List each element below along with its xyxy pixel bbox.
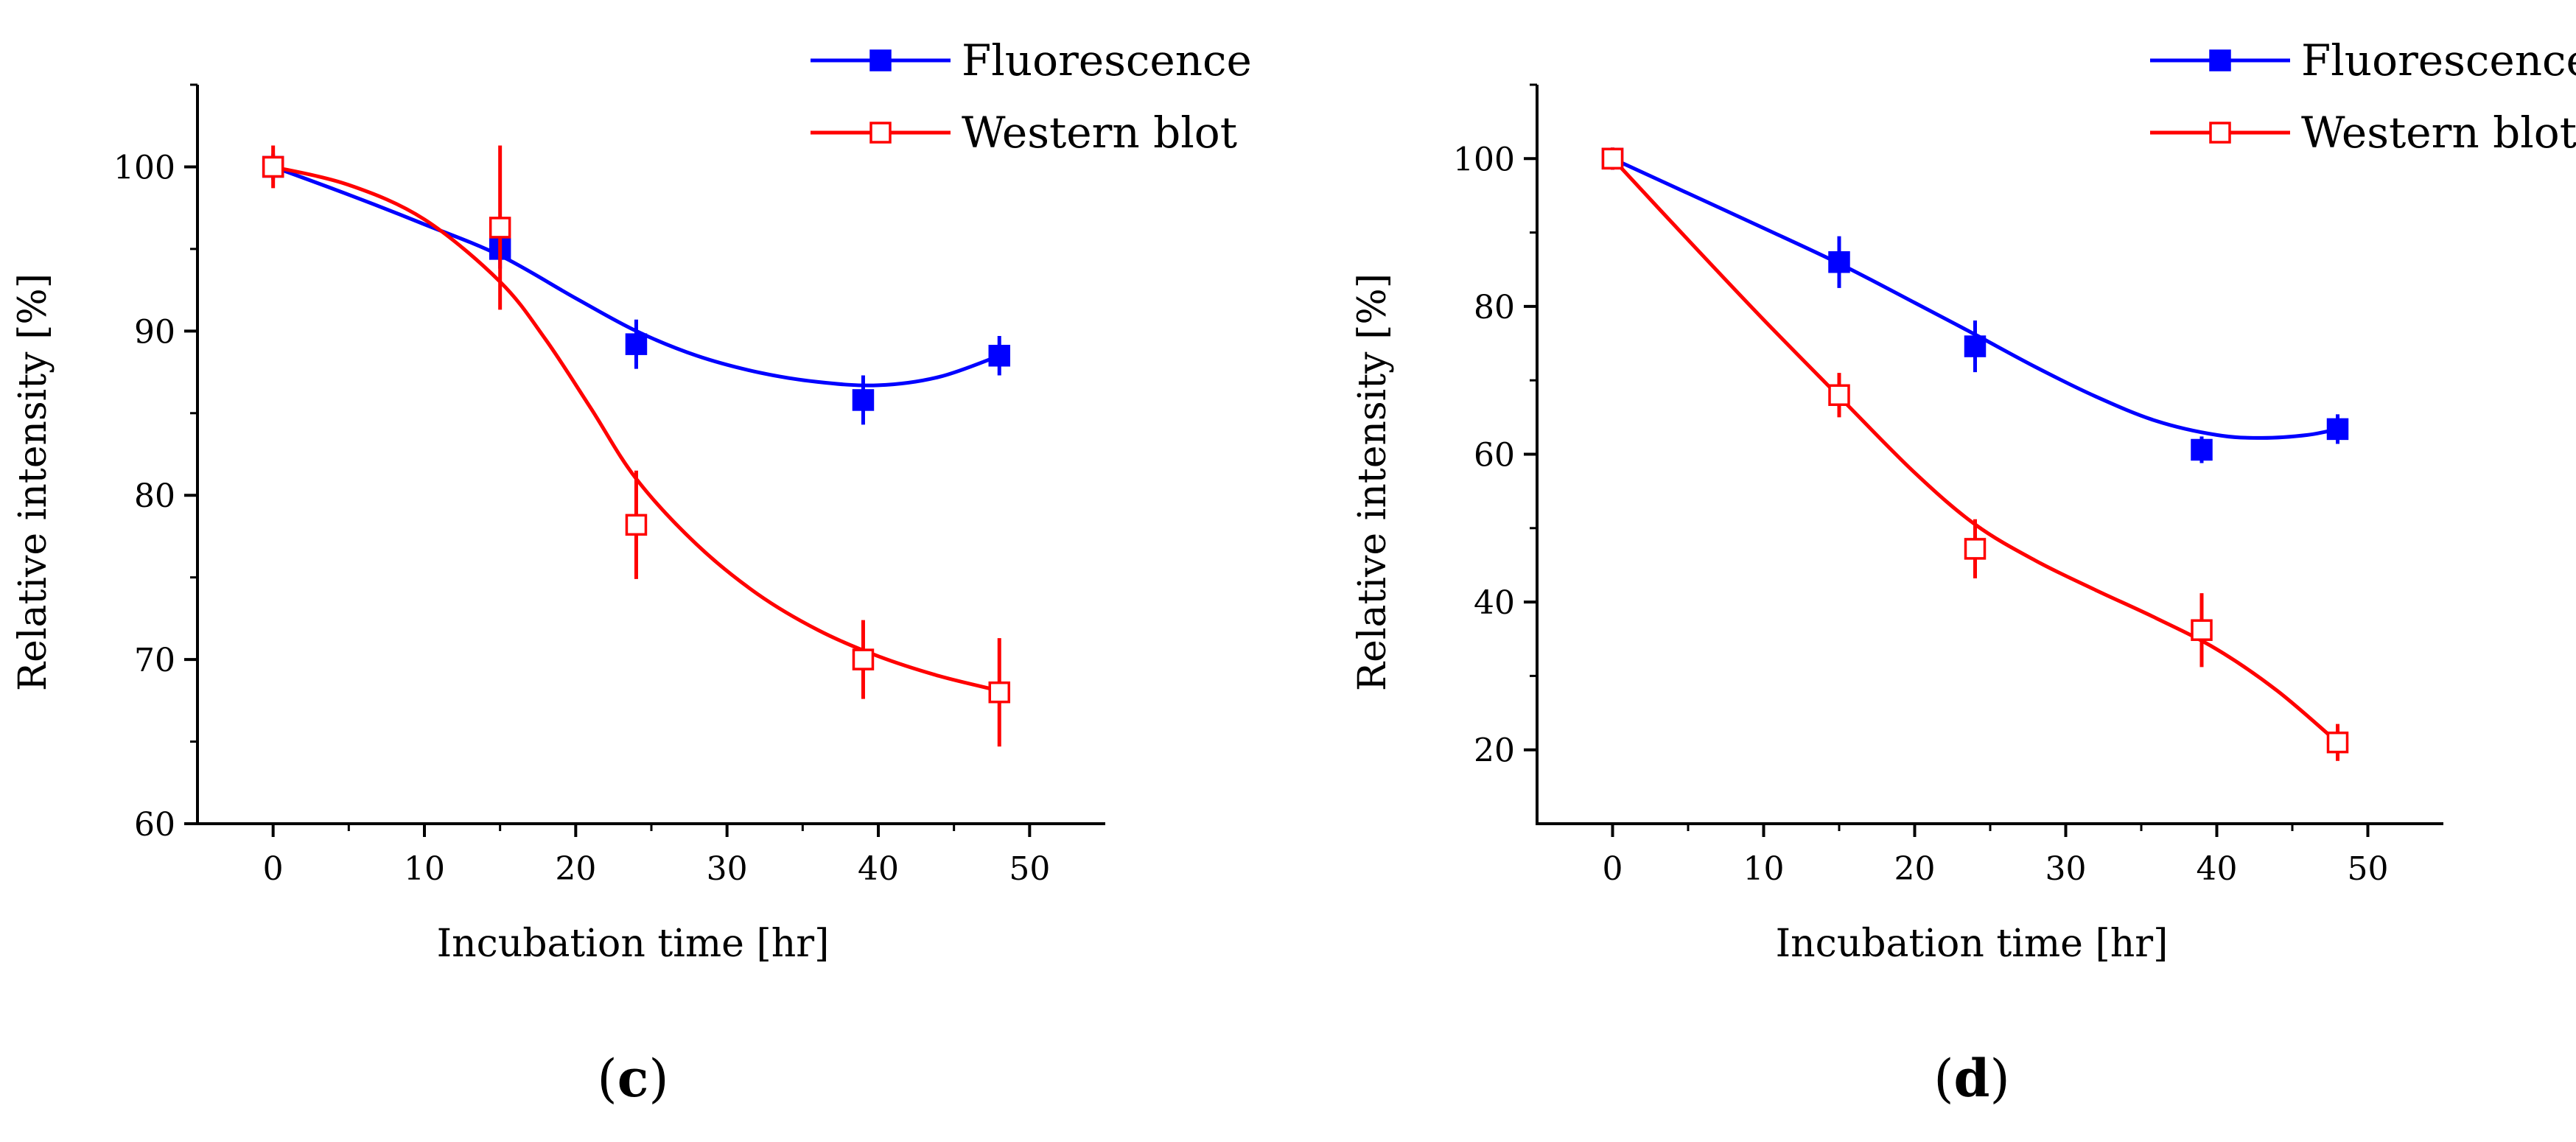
series-fluorescence [1601, 147, 2349, 463]
legend-entry: Western blot [811, 108, 1237, 158]
y-tick-label: 90 [134, 313, 175, 351]
fit-curve [273, 164, 1000, 693]
legend-marker [2209, 122, 2231, 144]
y-tick-label: 60 [134, 806, 175, 844]
chart-panel-d: 0 10 20 30 40 50 20 40 60 80 100 Incubation time [h… [1351, 35, 2576, 1109]
data-point [988, 681, 1011, 704]
fit-curve [1611, 157, 2338, 440]
x-tick-label: 30 [707, 850, 748, 888]
data-point [1964, 538, 1987, 560]
x-tick-label: 10 [404, 850, 445, 888]
data-point [1828, 384, 1850, 407]
legend-marker [869, 122, 892, 144]
legend-label: Western blot [2301, 108, 2576, 158]
data-point [625, 333, 648, 355]
y-tick-label: 80 [1474, 289, 1515, 326]
y-tick-label: 40 [1474, 584, 1515, 622]
data-point [1601, 147, 1624, 170]
y-tick-label: 100 [1453, 141, 1515, 178]
y-tick-label: 60 [1474, 437, 1515, 474]
fit-curve [1611, 157, 2339, 744]
y-tick-label: 70 [134, 642, 175, 679]
x-tick-label: 30 [2045, 850, 2087, 888]
chart-panel-c: 0 10 20 30 40 50 60 70 80 90 100 Incubation time [h… [11, 35, 1252, 1109]
y-axis-title: Relative intensity [%] [11, 273, 55, 691]
data-point [262, 155, 284, 178]
x-tick-label: 50 [1009, 850, 1050, 888]
data-point [625, 514, 648, 536]
x-axis-title: Incubation time [hr] [1776, 922, 2169, 966]
legend-marker [2209, 49, 2231, 71]
y-tick-label: 20 [1474, 732, 1515, 770]
legend-label: Fluorescence [2301, 35, 2576, 85]
data-point [489, 217, 511, 239]
x-tick-label: 10 [1743, 850, 1785, 888]
legend-entry: Fluorescence [2150, 35, 2576, 85]
legend-entry: Western blot [2150, 108, 2576, 158]
data-point [2191, 619, 2213, 641]
x-tick-label: 40 [2197, 850, 2238, 888]
y-axis-title: Relative intensity [%] [1351, 273, 1395, 691]
x-tick-label: 20 [1894, 850, 1936, 888]
x-tick-label: 0 [1603, 850, 1623, 888]
legend-label: Fluorescence [962, 35, 1252, 85]
data-point [2326, 418, 2349, 441]
panel-label: (d) [1933, 1048, 2010, 1109]
x-tick-label: 40 [858, 850, 899, 888]
data-point [2326, 731, 2349, 754]
y-tick-label: 100 [113, 149, 175, 186]
panel-label: (c) [597, 1048, 668, 1109]
data-point [852, 648, 875, 670]
series-western-blot [262, 145, 1011, 747]
fit-curve [272, 165, 1001, 388]
data-point [2191, 438, 2213, 461]
x-tick-label: 50 [2348, 850, 2389, 888]
y-tick-label: 80 [134, 477, 175, 515]
x-tick-label: 0 [263, 850, 284, 888]
series-western-blot [1601, 147, 2349, 761]
data-point [852, 389, 875, 411]
data-point [1828, 251, 1850, 273]
x-tick-label: 20 [555, 850, 596, 888]
legend-label: Western blot [962, 108, 1237, 158]
data-point [988, 345, 1011, 367]
legend-marker [869, 49, 892, 71]
data-point [1964, 335, 1987, 357]
x-axis-title: Incubation time [hr] [437, 922, 830, 966]
legend-entry: Fluorescence [811, 35, 1252, 85]
